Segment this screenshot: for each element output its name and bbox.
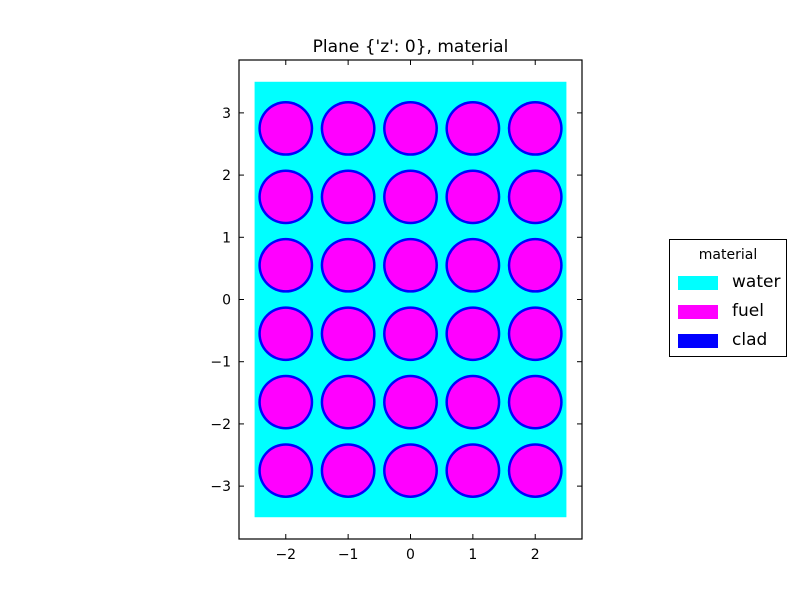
legend: material water fuel clad	[669, 239, 787, 357]
fuel-pin-r5-c1	[323, 445, 374, 496]
fuel-pin-r3-c4	[510, 308, 561, 359]
legend-label-clad: clad	[732, 330, 768, 350]
fuel-pin-r1-c2	[385, 171, 436, 222]
fuel-pin-r4-c1	[323, 377, 374, 428]
y-tick-label-2: −1	[210, 355, 231, 371]
fuel-pin-r4-c3	[447, 377, 498, 428]
fuel-pin-r1-c3	[447, 171, 498, 222]
y-tick-label-0: −3	[210, 479, 231, 495]
y-tick-label-5: 2	[222, 168, 231, 184]
fuel-pin-r1-c0	[260, 171, 311, 222]
fuel-pin-r2-c0	[260, 240, 311, 291]
fuel-pin-r1-c1	[323, 171, 374, 222]
fuel-pin-r1-c4	[510, 171, 561, 222]
y-tick-label-3: 0	[222, 293, 231, 309]
legend-swatch-fuel	[678, 305, 718, 319]
legend-label-water: water	[732, 272, 781, 292]
fuel-pin-r2-c3	[447, 240, 498, 291]
fuel-pin-r0-c4	[510, 103, 561, 154]
legend-label-fuel: fuel	[732, 301, 764, 321]
legend-swatch-water	[678, 276, 718, 290]
fuel-pin-r5-c4	[510, 445, 561, 496]
fuel-pin-r2-c4	[510, 240, 561, 291]
fuel-pin-r5-c3	[447, 445, 498, 496]
fuel-pin-r2-c1	[323, 240, 374, 291]
legend-swatch-clad	[678, 334, 718, 348]
fuel-pin-r5-c0	[260, 445, 311, 496]
fuel-pin-r4-c2	[385, 377, 436, 428]
y-tick-label-6: 3	[222, 106, 231, 122]
y-tick-label-4: 1	[222, 230, 231, 246]
fuel-pin-r0-c2	[385, 103, 436, 154]
fuel-pin-r3-c1	[323, 308, 374, 359]
fuel-pin-r3-c0	[260, 308, 311, 359]
fuel-pin-r3-c3	[447, 308, 498, 359]
fuel-pin-r0-c3	[447, 103, 498, 154]
x-tick-label-1: −1	[338, 547, 359, 563]
fuel-pin-r4-c4	[510, 377, 561, 428]
fuel-pin-r2-c2	[385, 240, 436, 291]
x-tick-label-2: 0	[406, 547, 415, 563]
chart-title: Plane {'z': 0}, material	[313, 37, 509, 57]
fuel-pin-r3-c2	[385, 308, 436, 359]
fuel-pin-r0-c1	[323, 103, 374, 154]
fuel-pin-r5-c2	[385, 445, 436, 496]
fuel-pin-r0-c0	[260, 103, 311, 154]
x-tick-label-4: 2	[531, 547, 540, 563]
legend-title: material	[698, 247, 758, 263]
x-tick-label-3: 1	[468, 547, 477, 563]
y-tick-label-1: −2	[210, 417, 231, 433]
x-tick-label-0: −2	[275, 547, 296, 563]
fuel-pin-r4-c0	[260, 377, 311, 428]
